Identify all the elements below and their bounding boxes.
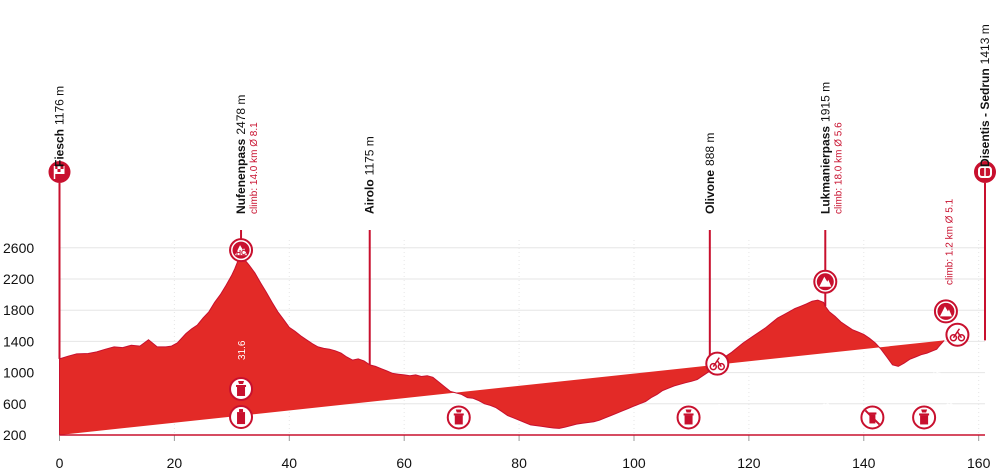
place-name: Lukmanierpass	[818, 126, 832, 214]
feed-zone-icon	[229, 376, 254, 401]
elevation-area	[59, 256, 945, 435]
start-flag-icon	[48, 161, 71, 183]
place-name: Nufenenpass	[234, 138, 248, 214]
refreshment-icon	[229, 405, 254, 430]
profile-area-layer	[59, 256, 945, 435]
km-label: 152.7	[933, 370, 944, 395]
place-label: Nufenenpass 2478 m	[234, 95, 248, 214]
x-tick-label: 100	[622, 455, 646, 471]
x-tick-label: 40	[282, 455, 298, 471]
y-tick-label: 600	[3, 396, 27, 412]
km-label: 114.5	[713, 403, 724, 428]
x-tick-label: 120	[737, 455, 761, 471]
km-label: 154.8	[945, 403, 956, 428]
y-tick-label: 2600	[3, 240, 34, 256]
place-label: Olivone 888 m	[703, 133, 717, 214]
place-label: Airolo 1175 m	[363, 136, 377, 214]
y-tick-label: 1000	[3, 365, 34, 381]
y-tick-label: 1800	[3, 302, 34, 318]
place-altitude: 1176 m	[53, 86, 67, 125]
climb-info: climb: 14.0 km Ø 8.1	[249, 122, 260, 214]
climb-info: climb: 18.0 km Ø 5.6	[833, 122, 844, 214]
sprint-icon	[705, 351, 730, 376]
feed-zone-icon	[446, 405, 471, 430]
x-tick-label: 20	[167, 455, 183, 471]
km-label: 133.3	[821, 403, 832, 428]
x-tick-label: 160	[967, 455, 991, 471]
place-label: Fiesch 1176 m	[53, 86, 67, 167]
place-name: Disentis - Sedrun	[978, 68, 992, 167]
place-altitude: 1915 m	[818, 82, 832, 122]
x-tick-label: 80	[511, 455, 527, 471]
place-name: Fiesch	[53, 129, 67, 167]
y-tick-label: 1400	[3, 333, 34, 349]
place-name: Airolo	[363, 179, 377, 214]
feed-zone-icon	[676, 405, 701, 430]
climb-icon	[933, 299, 958, 324]
climb-info: climb: 1.2 km Ø 5.1	[945, 198, 956, 285]
place-altitude: 1413 m	[978, 24, 992, 64]
place-label: Lukmanierpass 1915 m	[818, 82, 832, 214]
finish-flag-icon	[974, 161, 996, 183]
x-tick-label: 0	[56, 455, 64, 471]
no-litter-icon	[860, 405, 885, 430]
climb-icon	[813, 269, 838, 294]
place-altitude: 1175 m	[363, 136, 377, 175]
svg-text:HC: HC	[236, 250, 246, 257]
place-name: Olivone	[703, 170, 717, 214]
hc-climb-icon: HC	[229, 238, 254, 263]
x-tick-label: 60	[396, 455, 412, 471]
sprint-icon	[945, 322, 970, 347]
markers-layer: HC	[48, 161, 996, 430]
place-altitude: 888 m	[703, 133, 717, 166]
x-tick-label: 140	[852, 455, 876, 471]
y-tick-label: 200	[3, 427, 27, 443]
feed-zone-icon	[912, 405, 937, 430]
axes-layer: 200 600 1000 1400 1800 2200 2600 0 20 40 60 80 100 12…	[3, 240, 991, 471]
place-label: Disentis - Sedrun 1413 m	[978, 24, 992, 167]
y-tick-label: 2200	[3, 271, 34, 287]
km-label: 31.6	[237, 340, 248, 360]
place-altitude: 2478 m	[234, 95, 248, 135]
